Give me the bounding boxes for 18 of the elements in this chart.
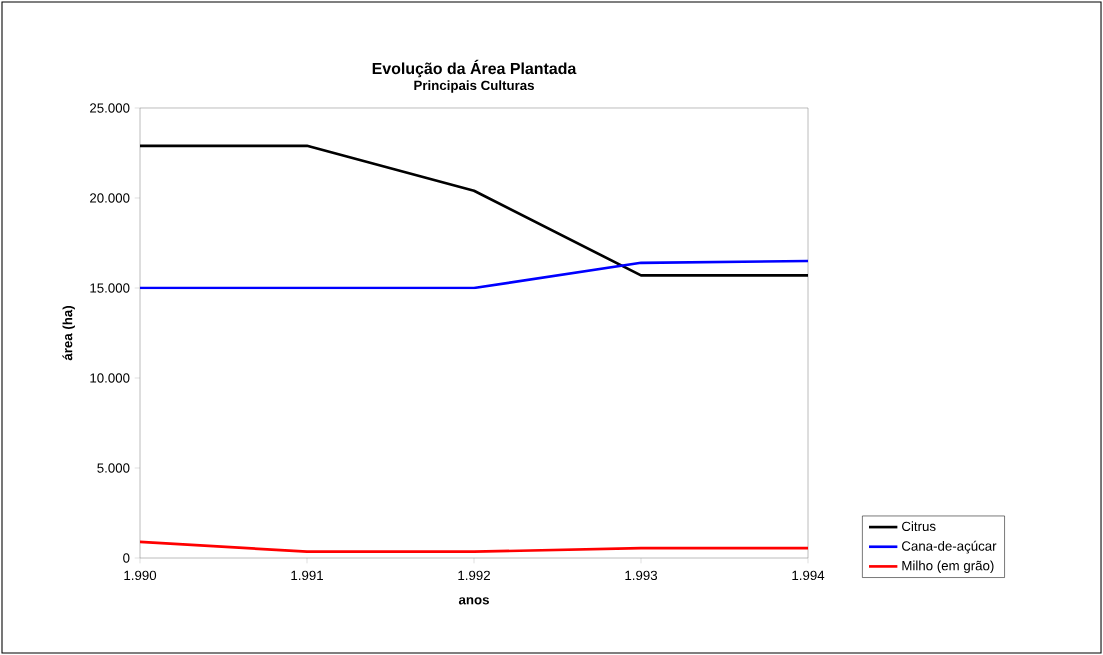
y-tick-label: 0 [123,553,130,563]
legend-label: Milho (em grão) [902,560,994,573]
x-tick-label: 1.991 [291,570,323,581]
legend-label: Citrus [902,521,936,532]
y-tick-label: 25.000 [90,103,130,113]
x-tick-label: 1.990 [124,570,157,581]
y-axis-title: área (ha) [62,305,75,361]
legend-label: Cana-de-açúcar [902,540,997,554]
y-tick-label: 15.000 [90,283,130,293]
x-tick-label: 1.992 [458,570,490,581]
x-tick-label: 1.993 [625,570,658,581]
y-tick-label: 10.000 [90,373,130,383]
x-axis-title: anos [458,597,489,605]
x-tick-label: 1.994 [792,570,825,581]
chart-title: Evolução da Área Plantada [372,59,577,78]
chart-subtitle: Principais Culturas [414,80,534,93]
y-tick-label: 20.000 [90,193,130,203]
y-tick-label: 5.000 [97,463,130,473]
